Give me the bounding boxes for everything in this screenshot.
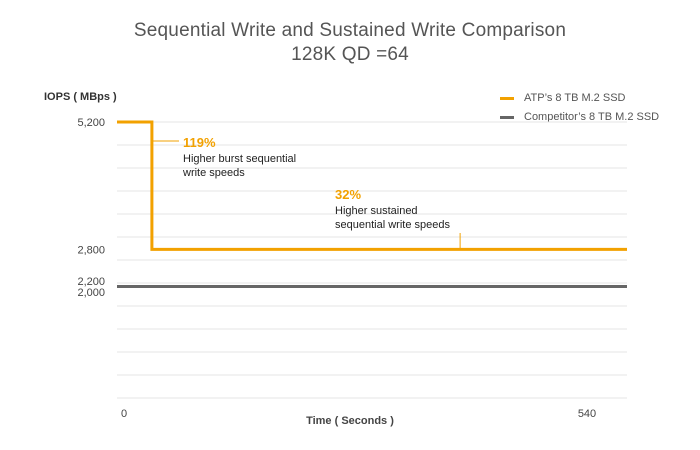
legend: ATP’s 8 TB M.2 SSD Competitor’s 8 TB M.2… bbox=[500, 90, 659, 128]
legend-label-atp: ATP’s 8 TB M.2 SSD bbox=[524, 92, 626, 104]
y-axis-label: IOPS ( MBps ) bbox=[44, 91, 117, 103]
annotation-percent: 119% bbox=[183, 135, 216, 150]
annotation-text: write speeds bbox=[182, 167, 245, 179]
y-tick-label: 2,200 bbox=[77, 276, 105, 288]
legend-swatch-competitor bbox=[500, 115, 514, 119]
legend-label-competitor: Competitor’s 8 TB M.2 SSD bbox=[524, 111, 660, 123]
legend-item-competitor: Competitor’s 8 TB M.2 SSD bbox=[500, 109, 659, 125]
y-tick-label: 2,800 bbox=[77, 244, 105, 256]
legend-swatch-atp bbox=[500, 96, 514, 100]
chart-subtitle: 128K QD =64 bbox=[291, 44, 409, 65]
y-tick-label: 2,000 bbox=[77, 287, 105, 299]
y-tick-label: 5,200 bbox=[77, 117, 105, 129]
x-tick-label: 0 bbox=[121, 408, 127, 420]
x-tick-label: 540 bbox=[578, 408, 596, 420]
legend-item-atp: ATP’s 8 TB M.2 SSD bbox=[500, 90, 659, 106]
annotation-percent: 32% bbox=[335, 187, 361, 202]
annotation-text: Higher burst sequential bbox=[183, 153, 296, 165]
chart-title: Sequential Write and Sustained Write Com… bbox=[133, 20, 567, 41]
annotation-text: Higher sustained bbox=[335, 205, 418, 217]
x-axis-label: Time ( Seconds ) bbox=[306, 415, 394, 427]
annotation-text: sequential write speeds bbox=[335, 219, 450, 231]
series-line-0 bbox=[117, 120, 627, 251]
